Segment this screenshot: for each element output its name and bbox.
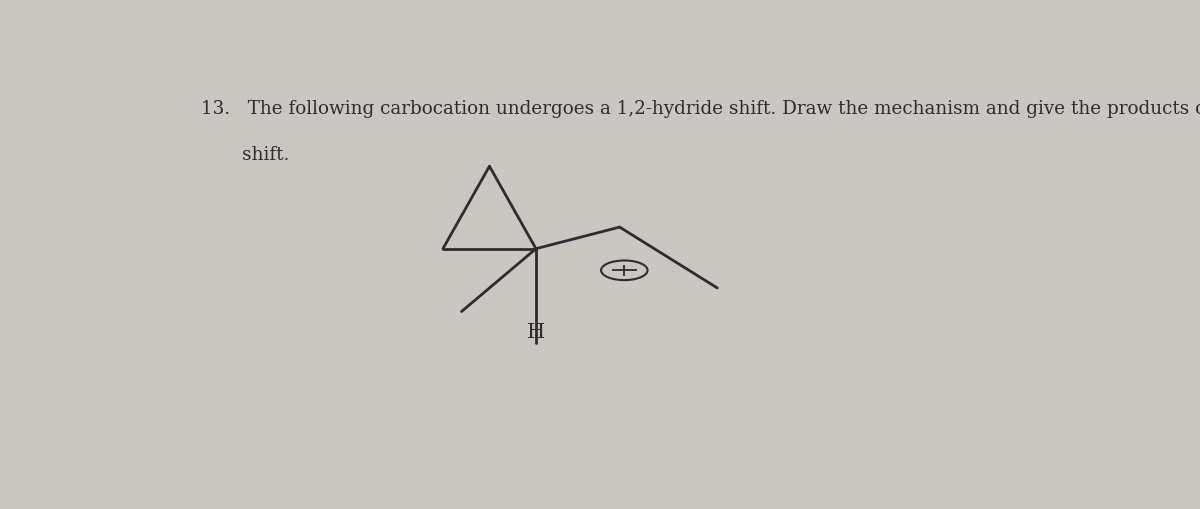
Text: 13.   The following carbocation undergoes a 1,2-hydride shift. Draw the mechanis: 13. The following carbocation undergoes … xyxy=(202,100,1200,118)
Text: H: H xyxy=(527,322,545,342)
Text: shift.: shift. xyxy=(202,146,289,163)
